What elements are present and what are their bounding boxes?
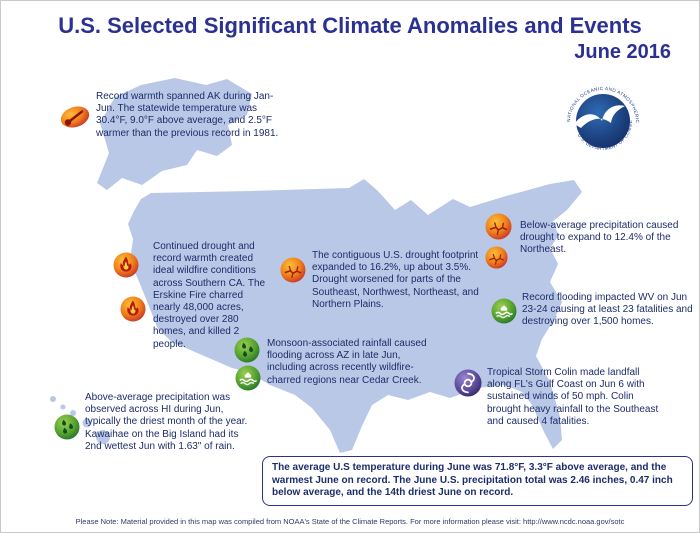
annotation-us-drought-footprint: The contiguous U.S. drought footprint ex… <box>312 250 479 310</box>
annotation-hawaii-precipitation: Above-average precipitation was observed… <box>85 392 248 452</box>
annotation-northeast-drought: Below-average precipitation caused droug… <box>520 220 679 256</box>
summary-box: The average U.S temperature during June … <box>262 456 693 506</box>
drought-icon <box>485 213 512 240</box>
hurricane-icon <box>454 369 482 397</box>
footer-note: Please Note: Material provided in this m… <box>75 517 625 526</box>
page-title: U.S. Selected Significant Climate Anomal… <box>58 13 642 38</box>
summary-text: The average U.S temperature during June … <box>272 462 673 498</box>
flood-icon <box>235 365 261 391</box>
drought-icon <box>485 246 508 269</box>
thermometer-icon <box>59 104 91 130</box>
annotation-wv-flooding: Record flooding impacted WV on Jun 23-24… <box>522 292 693 328</box>
flame-icon <box>120 296 146 322</box>
page-subtitle: June 2016 <box>574 41 671 63</box>
flame-icon <box>113 252 139 278</box>
annotation-southern-ca-wildfires: Continued drought and record warmth crea… <box>153 241 266 350</box>
noaa-logo: NATIONAL OCEANIC AND ATMOSPHERIC ADMINIS… <box>559 75 645 168</box>
annotation-alaska-record-warmth: Record warmth spanned AK during Jan-Jun.… <box>96 91 279 139</box>
annotation-az-monsoon-rain: Monsoon-associated rainfall caused flood… <box>267 338 427 386</box>
flood-icon <box>491 298 517 324</box>
header: U.S. Selected Significant Climate Anomal… <box>1 13 699 64</box>
hawaii-shape <box>50 396 110 444</box>
noaa-seagull-icon <box>574 105 625 128</box>
rain-icon <box>54 414 80 440</box>
alaska-shape <box>97 78 252 190</box>
drought-icon <box>280 257 306 283</box>
rain-icon <box>234 337 260 363</box>
annotation-tropical-storm-colin: Tropical Storm Colin made landfall along… <box>487 367 659 427</box>
